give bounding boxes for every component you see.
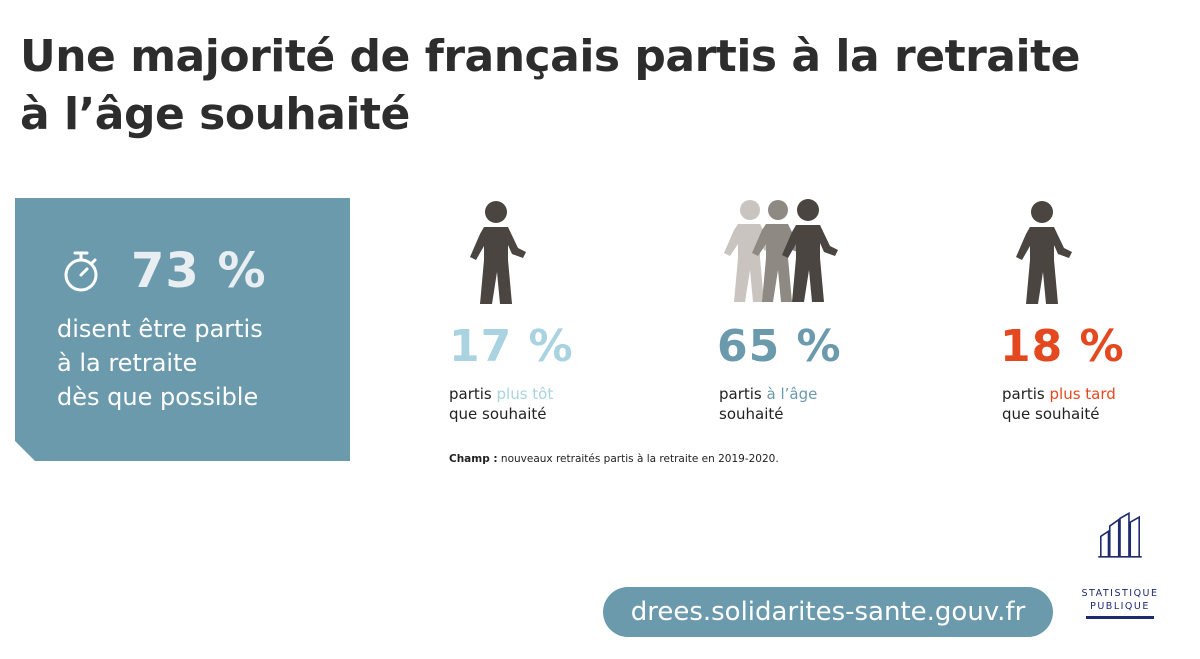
caption-on-time-pre: partis: [719, 385, 767, 403]
walking-person-icon: [1008, 200, 1078, 304]
logo-underline: [1086, 616, 1154, 619]
caption-early-pre: partis: [449, 385, 497, 403]
caption-late-em: plus tard: [1049, 385, 1116, 403]
caption-late-line2: que souhaité: [1002, 405, 1100, 423]
highlight-box: 73 % disent être partis à la retraite dè…: [15, 198, 350, 461]
stopwatch-icon: [59, 250, 103, 294]
pct-early: 17 %: [449, 321, 574, 372]
logo-line-1: STATISTIQUE: [1081, 588, 1159, 599]
walking-person-icon: [462, 200, 532, 304]
caption-on-time: partis à l’âge souhaité: [719, 384, 919, 424]
title-line-1: Une majorité de français partis à la ret…: [20, 31, 1080, 82]
pct-late: 18 %: [1000, 321, 1125, 372]
highlight-text: disent être partis à la retraite dès que…: [57, 312, 337, 414]
highlight-line-1: disent être partis: [57, 315, 263, 343]
caption-on-time-em: à l’âge: [766, 385, 818, 403]
page-title: Une majorité de français partis à la ret…: [20, 28, 1120, 144]
highlight-line-3: dès que possible: [57, 383, 259, 411]
title-line-2: à l’âge souhaité: [20, 89, 410, 140]
highlight-line-2: à la retraite: [57, 349, 198, 377]
walking-group-icon: [716, 198, 844, 304]
caption-late-pre: partis: [1002, 385, 1050, 403]
scope-note: Champ : nouveaux retraités partis à la r…: [449, 452, 869, 466]
caption-early: partis plus tôt que souhaité: [449, 384, 649, 424]
website-link[interactable]: drees.solidarites-sante.gouv.fr: [603, 587, 1053, 637]
caption-early-line2: que souhaité: [449, 405, 547, 423]
scope-note-text: nouveaux retraités partis à la retraite …: [497, 453, 779, 465]
logo-line-2: PUBLIQUE: [1090, 601, 1150, 612]
scope-note-label: Champ :: [449, 453, 498, 465]
statistique-publique-logo: [1098, 512, 1142, 558]
caption-late: partis plus tard que souhaité: [1002, 384, 1182, 424]
caption-on-time-line2: souhaité: [719, 405, 784, 423]
caption-early-em: plus tôt: [496, 385, 554, 403]
highlight-stat: 73 %: [131, 243, 267, 299]
pct-on-time: 65 %: [717, 321, 842, 372]
